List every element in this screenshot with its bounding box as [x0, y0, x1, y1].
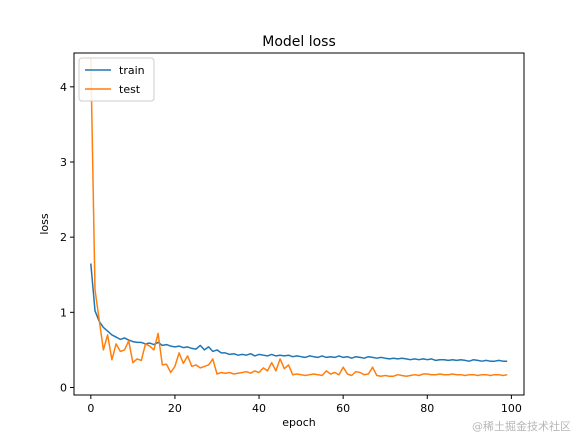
- x-axis-label: epoch: [282, 416, 316, 429]
- y-tick-label: 3: [60, 156, 67, 169]
- legend: train test: [78, 57, 155, 102]
- watermark-text: @稀土掘金技术社区: [472, 419, 571, 433]
- x-tick-label: 20: [168, 402, 182, 415]
- x-axis: 0 20 40 60 80 100: [87, 395, 522, 415]
- x-tick-label: 40: [252, 402, 266, 415]
- y-tick-label: 1: [60, 306, 67, 319]
- y-tick-label: 0: [60, 381, 67, 394]
- legend-box: [78, 57, 155, 102]
- x-tick-label: 100: [501, 402, 522, 415]
- series-line-test: [90, 58, 508, 377]
- y-axis: 0 1 2 3 4: [60, 81, 74, 394]
- x-tick-label: 0: [87, 402, 94, 415]
- legend-label-test: test: [119, 83, 141, 96]
- legend-label-train: train: [119, 64, 145, 77]
- y-tick-label: 4: [60, 81, 67, 94]
- plot-area: [90, 58, 508, 377]
- y-axis-label: loss: [38, 213, 51, 235]
- x-tick-label: 80: [420, 402, 434, 415]
- chart-title: Model loss: [262, 34, 336, 50]
- y-tick-label: 2: [60, 231, 67, 244]
- x-tick-label: 60: [336, 402, 350, 415]
- axes-frame: [73, 52, 525, 396]
